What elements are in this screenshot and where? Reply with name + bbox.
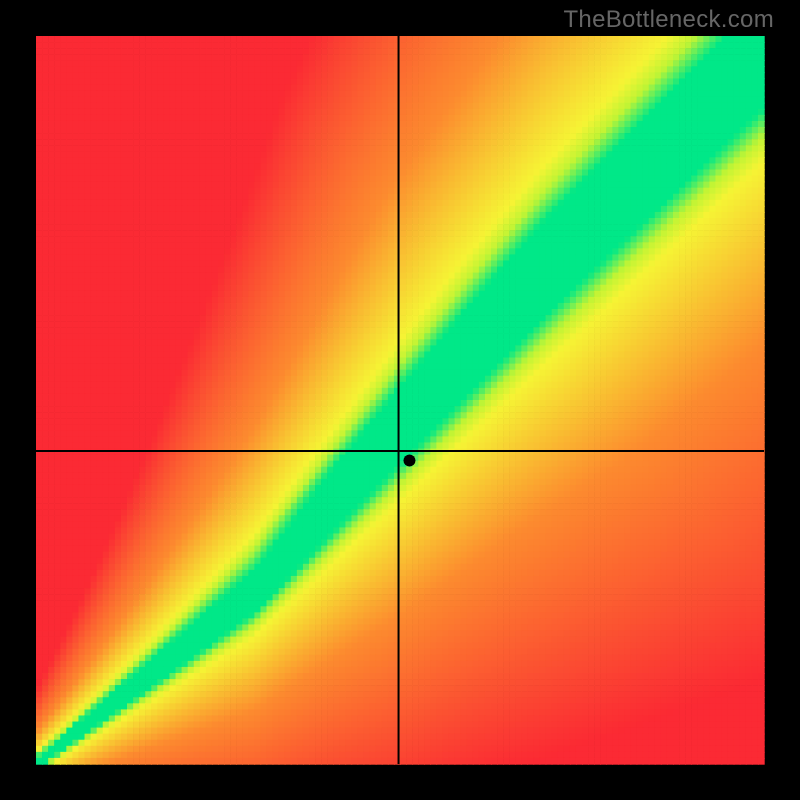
chart-root: TheBottleneck.com xyxy=(0,0,800,800)
bottleneck-heatmap-canvas xyxy=(0,0,800,800)
watermark-text: TheBottleneck.com xyxy=(563,6,774,34)
